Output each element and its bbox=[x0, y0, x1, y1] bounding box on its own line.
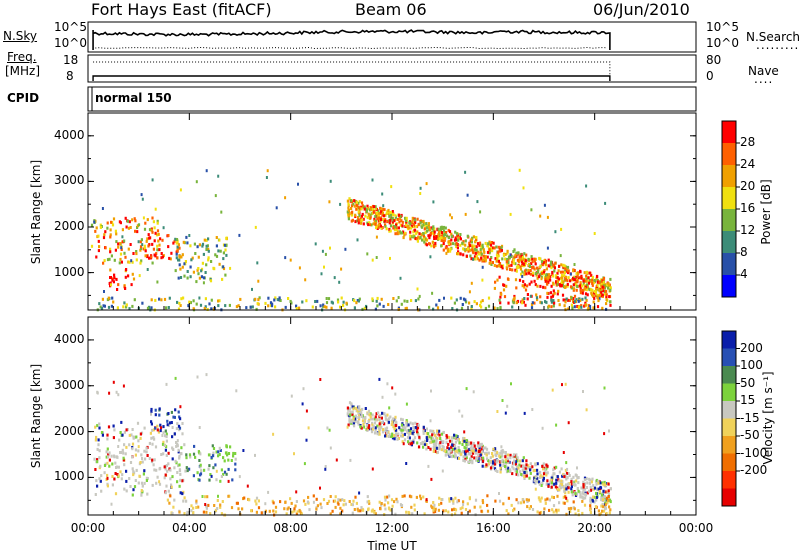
cpid-panel-frame bbox=[87, 86, 697, 112]
xtick-6: 00:00 bbox=[678, 521, 714, 535]
noise-left-tick-top: 10^5 bbox=[54, 20, 87, 34]
noise-right-tick-top: 10^5 bbox=[706, 20, 739, 34]
xtick-5: 20:00 bbox=[577, 521, 612, 535]
power-cb-tick-3: 16 bbox=[740, 201, 756, 215]
velocity-ytick-0: 1000 bbox=[54, 469, 85, 484]
freq-unit-label: [MHz] bbox=[5, 64, 41, 78]
power-y-label: Slant Range [km] bbox=[29, 159, 43, 265]
noise-panel-frame bbox=[87, 21, 697, 53]
beam-title: Beam 06 bbox=[355, 0, 427, 19]
date-title: 06/Jun/2010 bbox=[593, 0, 690, 19]
power-cb-tick-0: 28 bbox=[740, 135, 756, 149]
velocity-cb-tick-5: -50 bbox=[740, 428, 760, 442]
nsearch-legend-dots: ......... bbox=[756, 38, 800, 52]
xtick-4: 16:00 bbox=[476, 521, 511, 535]
nsky-label: N.Sky bbox=[3, 29, 38, 43]
velocity-cb-tick-0: 200 bbox=[740, 340, 763, 355]
velocity-cb-tick-4: -15 bbox=[740, 410, 760, 425]
power-y-axis bbox=[88, 135, 696, 296]
nsearch-label: N.Search bbox=[746, 30, 800, 44]
frequency-trace bbox=[92, 75, 611, 81]
velocity-cb-tick-1: 100 bbox=[740, 358, 763, 372]
velocity-cb-tick-6: -100 bbox=[740, 445, 768, 460]
power-ytick-3: 4000 bbox=[54, 127, 85, 142]
velocity-ytick-1: 2000 bbox=[54, 423, 85, 438]
time-axis-label: Time UT bbox=[367, 539, 417, 553]
time-axis-ticks bbox=[87, 113, 697, 515]
freq-left-tick-bottom: 8 bbox=[66, 69, 74, 83]
power-ytick-2: 3000 bbox=[54, 173, 85, 188]
station-title: Fort Hays East (fitACF) bbox=[91, 0, 272, 19]
noise-right-tick-bottom: 10^0 bbox=[706, 36, 739, 50]
velocity-ytick-2: 3000 bbox=[54, 377, 85, 392]
freq-label: Freq. bbox=[7, 50, 37, 64]
velocity-cb-tick-7: -200 bbox=[740, 463, 768, 477]
nave-right-tick-top: 80 bbox=[706, 53, 722, 67]
velocity-heatmap bbox=[93, 373, 612, 517]
power-cb-tick-4: 12 bbox=[740, 223, 756, 237]
cpid-label: CPID bbox=[7, 91, 40, 105]
velocity-cb-tick-2: 50 bbox=[740, 375, 756, 390]
velocity-y-label: Slant Range [km] bbox=[29, 363, 43, 469]
power-colorbar bbox=[721, 120, 740, 298]
xtick-0: 00:00 bbox=[70, 521, 106, 535]
power-ytick-0: 1000 bbox=[54, 264, 85, 279]
velocity-cb-tick-3: 15 bbox=[740, 393, 756, 407]
power-cb-tick-1: 24 bbox=[740, 157, 756, 171]
nave-right-tick-bottom: 0 bbox=[706, 69, 714, 83]
noise-trace bbox=[92, 29, 611, 51]
cpid-value: normal 150 bbox=[95, 91, 172, 105]
velocity-colorbar bbox=[721, 330, 740, 507]
power-cb-tick-2: 20 bbox=[740, 179, 756, 193]
power-heatmap bbox=[90, 168, 612, 312]
xtick-1: 04:00 bbox=[172, 521, 207, 535]
power-colorbar-label: Power [dB] bbox=[759, 179, 773, 245]
xtick-2: 08:00 bbox=[273, 521, 308, 535]
power-ytick-1: 2000 bbox=[54, 219, 85, 233]
nave-trace bbox=[93, 61, 611, 81]
freq-panel-frame bbox=[87, 54, 697, 83]
search-noise-trace bbox=[92, 46, 607, 50]
velocity-y-axis bbox=[88, 339, 696, 501]
power-cb-tick-5: 8 bbox=[740, 245, 748, 259]
nave-label: Nave bbox=[748, 64, 779, 78]
nave-legend-dots: .... bbox=[754, 72, 774, 86]
velocity-ytick-3: 4000 bbox=[54, 331, 85, 346]
freq-left-tick-top: 18 bbox=[63, 53, 79, 67]
power-cb-tick-6: 4 bbox=[740, 267, 748, 281]
noise-left-tick-bottom: 10^0 bbox=[54, 36, 87, 50]
xtick-3: 12:00 bbox=[374, 521, 410, 535]
